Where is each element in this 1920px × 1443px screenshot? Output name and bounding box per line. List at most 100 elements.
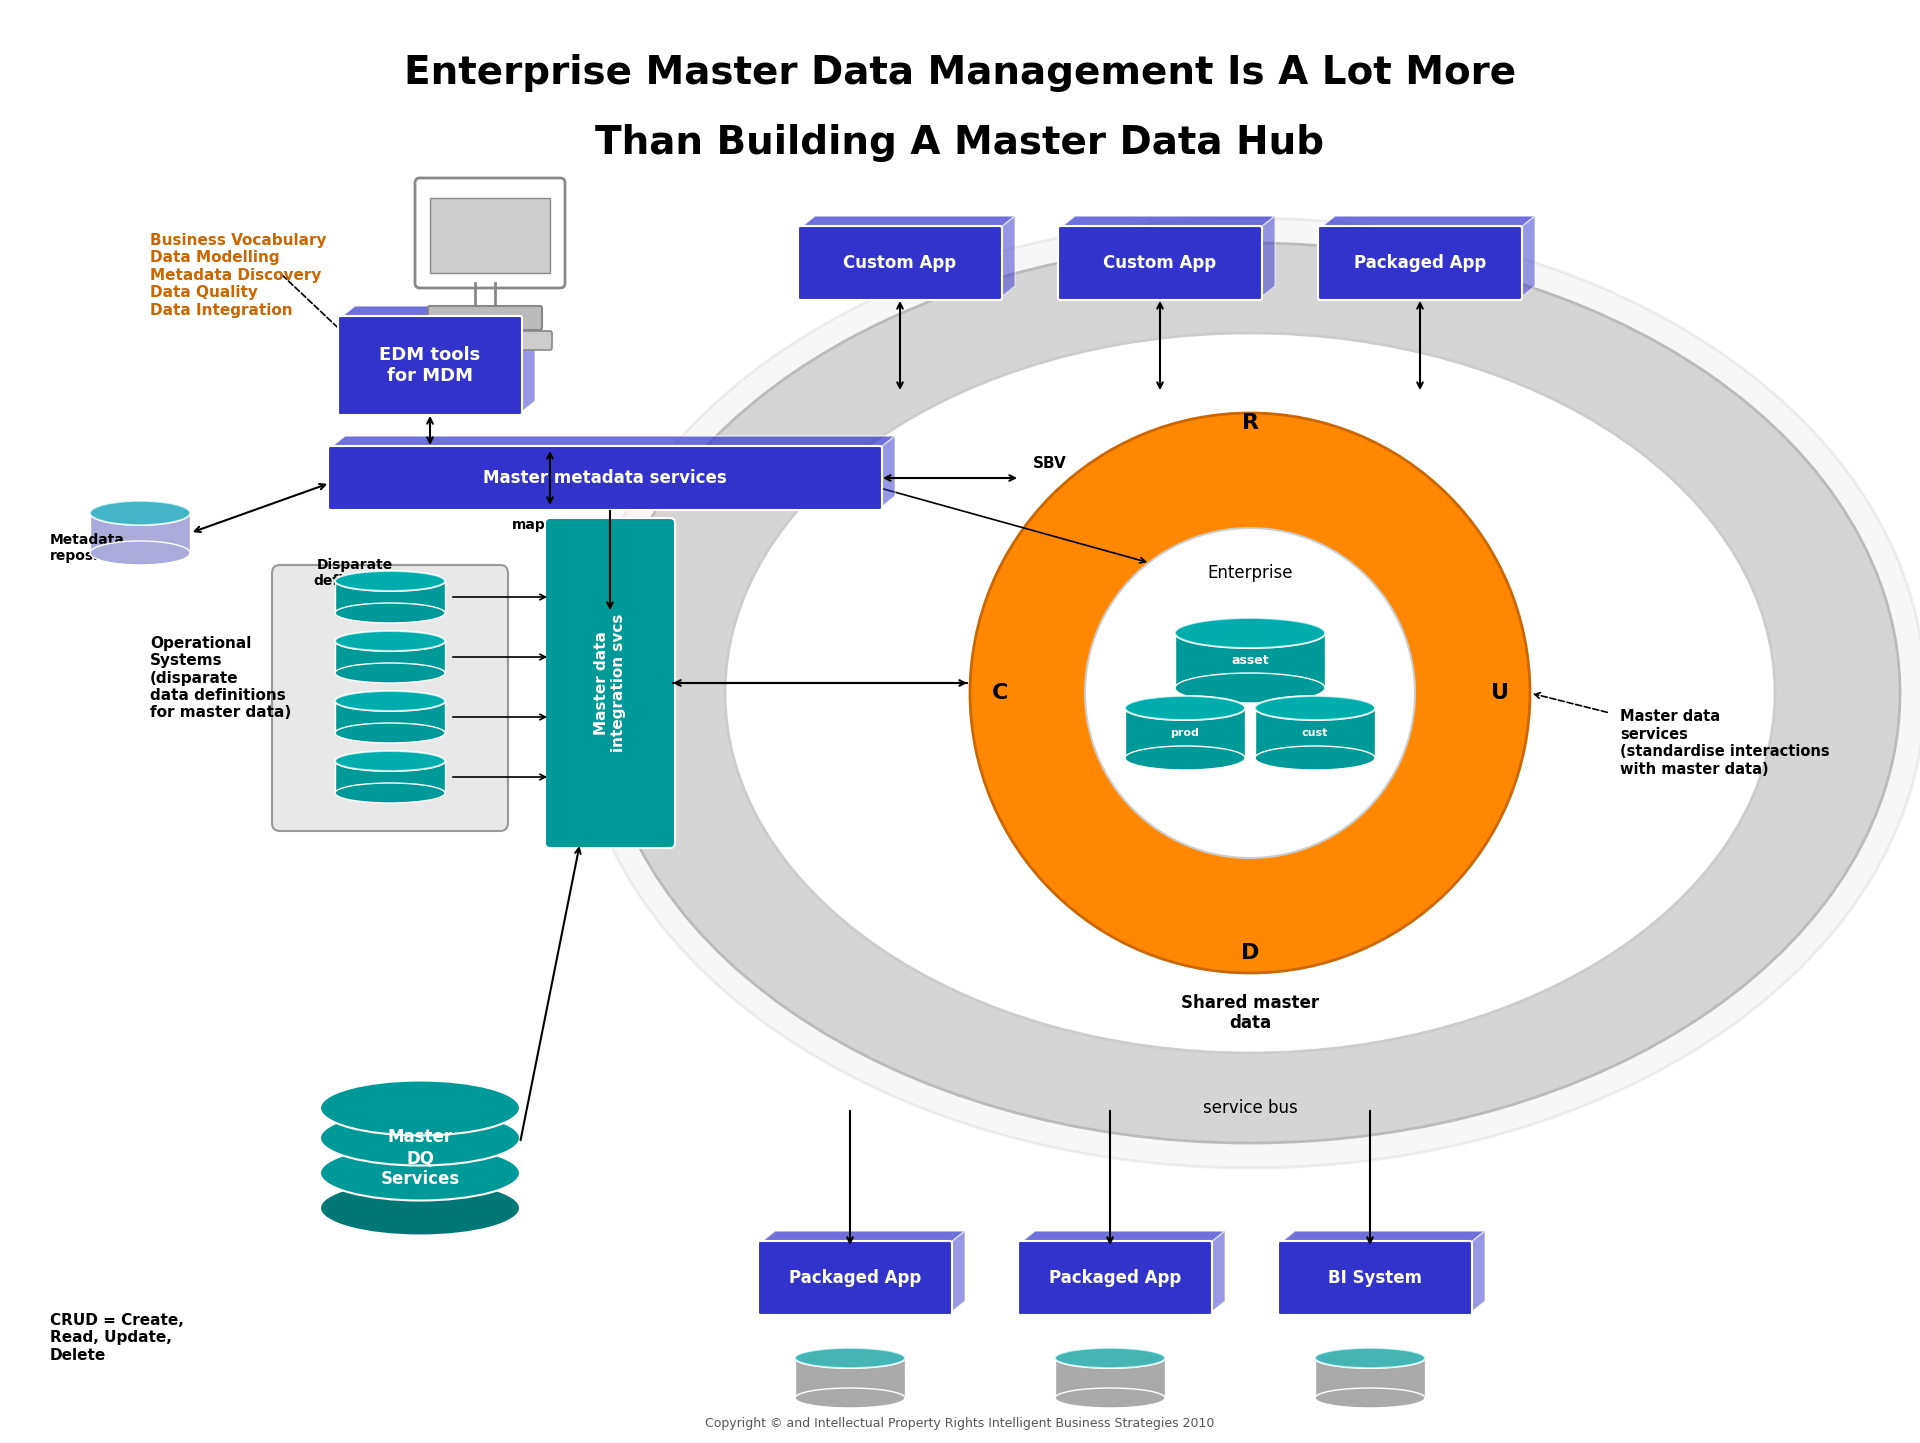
Ellipse shape	[90, 501, 190, 525]
Text: R: R	[1242, 413, 1258, 433]
Ellipse shape	[334, 691, 445, 711]
Ellipse shape	[334, 784, 445, 802]
Ellipse shape	[1315, 1388, 1425, 1408]
Text: CRUD = Create,
Read, Update,
Delete: CRUD = Create, Read, Update, Delete	[50, 1313, 184, 1362]
Polygon shape	[334, 582, 445, 613]
Ellipse shape	[1125, 696, 1244, 720]
FancyBboxPatch shape	[1317, 227, 1523, 300]
Ellipse shape	[334, 571, 445, 592]
Ellipse shape	[676, 289, 1824, 1097]
Ellipse shape	[90, 541, 190, 566]
FancyBboxPatch shape	[1018, 1241, 1212, 1315]
Polygon shape	[1175, 633, 1325, 688]
Polygon shape	[950, 1231, 966, 1313]
Polygon shape	[1000, 216, 1016, 299]
Polygon shape	[879, 436, 895, 508]
Ellipse shape	[795, 1348, 904, 1368]
Ellipse shape	[1175, 618, 1325, 648]
Text: service bus: service bus	[1202, 1100, 1298, 1117]
Text: cust: cust	[1302, 729, 1329, 737]
Ellipse shape	[334, 631, 445, 651]
FancyBboxPatch shape	[338, 316, 522, 416]
Text: Packaged App: Packaged App	[789, 1268, 922, 1287]
Polygon shape	[1256, 709, 1375, 758]
Polygon shape	[760, 1231, 966, 1242]
Ellipse shape	[334, 691, 445, 711]
Text: Shared master
data: Shared master data	[1181, 994, 1319, 1032]
Polygon shape	[1260, 216, 1275, 299]
Ellipse shape	[1054, 1388, 1165, 1408]
Polygon shape	[1060, 216, 1275, 228]
FancyBboxPatch shape	[1058, 227, 1261, 300]
Ellipse shape	[1125, 746, 1244, 771]
Ellipse shape	[334, 603, 445, 623]
Text: EDM tools
for MDM: EDM tools for MDM	[380, 346, 480, 385]
Ellipse shape	[321, 1180, 520, 1235]
Text: Packaged App: Packaged App	[1354, 254, 1486, 271]
Text: Custom App: Custom App	[843, 254, 956, 271]
Ellipse shape	[1054, 1348, 1165, 1368]
FancyBboxPatch shape	[799, 227, 1002, 300]
FancyBboxPatch shape	[328, 446, 881, 509]
Text: Copyright © and Intellectual Property Rights Intelligent Business Strategies 201: Copyright © and Intellectual Property Ri…	[705, 1417, 1215, 1430]
Ellipse shape	[751, 343, 1749, 1043]
Polygon shape	[1125, 709, 1244, 758]
Ellipse shape	[321, 1081, 520, 1136]
FancyBboxPatch shape	[273, 566, 509, 831]
Text: Master
DQ
Services: Master DQ Services	[380, 1128, 459, 1188]
Ellipse shape	[334, 723, 445, 743]
Polygon shape	[334, 641, 445, 672]
Text: D: D	[1240, 942, 1260, 962]
Text: Master data
services
(standardise interactions
with master data): Master data services (standardise intera…	[1620, 710, 1830, 776]
Polygon shape	[1521, 216, 1534, 299]
Text: Custom App: Custom App	[1104, 254, 1217, 271]
Text: mappings: mappings	[513, 518, 588, 532]
Circle shape	[1085, 528, 1415, 859]
Ellipse shape	[334, 631, 445, 651]
Text: Than Building A Master Data Hub: Than Building A Master Data Hub	[595, 124, 1325, 162]
FancyBboxPatch shape	[1279, 1241, 1473, 1315]
Ellipse shape	[321, 1146, 520, 1201]
Polygon shape	[340, 306, 536, 317]
Text: asset: asset	[1231, 654, 1269, 667]
Text: Master data
integration svcs: Master data integration svcs	[593, 613, 626, 752]
Polygon shape	[1315, 1358, 1425, 1398]
Text: U: U	[1492, 683, 1509, 703]
Polygon shape	[801, 216, 1016, 228]
Polygon shape	[1321, 216, 1534, 228]
Polygon shape	[1054, 1358, 1165, 1398]
Polygon shape	[330, 436, 895, 447]
Ellipse shape	[795, 1348, 904, 1368]
Text: SBV: SBV	[1033, 456, 1068, 470]
Text: Master metadata services: Master metadata services	[484, 469, 728, 486]
Polygon shape	[520, 306, 536, 413]
Text: Packaged App: Packaged App	[1048, 1268, 1181, 1287]
Ellipse shape	[599, 242, 1901, 1143]
Polygon shape	[795, 1358, 904, 1398]
Polygon shape	[90, 514, 190, 553]
FancyBboxPatch shape	[758, 1241, 952, 1315]
Ellipse shape	[1256, 746, 1375, 771]
Polygon shape	[1020, 1231, 1225, 1242]
Text: C: C	[993, 683, 1008, 703]
Circle shape	[970, 413, 1530, 973]
Text: Metadata
repository: Metadata repository	[50, 532, 131, 563]
Text: Enterprise: Enterprise	[1208, 564, 1292, 582]
Polygon shape	[1471, 1231, 1484, 1313]
Ellipse shape	[1256, 696, 1375, 720]
Ellipse shape	[334, 662, 445, 683]
Ellipse shape	[795, 1388, 904, 1408]
Ellipse shape	[1054, 1348, 1165, 1368]
FancyBboxPatch shape	[545, 518, 676, 848]
Ellipse shape	[1256, 696, 1375, 720]
Text: Enterprise Master Data Management Is A Lot More: Enterprise Master Data Management Is A L…	[403, 53, 1517, 92]
Ellipse shape	[1315, 1348, 1425, 1368]
Ellipse shape	[334, 571, 445, 592]
Text: prod: prod	[1171, 729, 1200, 737]
Polygon shape	[334, 760, 445, 794]
Ellipse shape	[334, 750, 445, 771]
Ellipse shape	[778, 361, 1722, 1026]
Polygon shape	[1210, 1231, 1225, 1313]
FancyBboxPatch shape	[428, 306, 541, 330]
Ellipse shape	[726, 333, 1774, 1053]
